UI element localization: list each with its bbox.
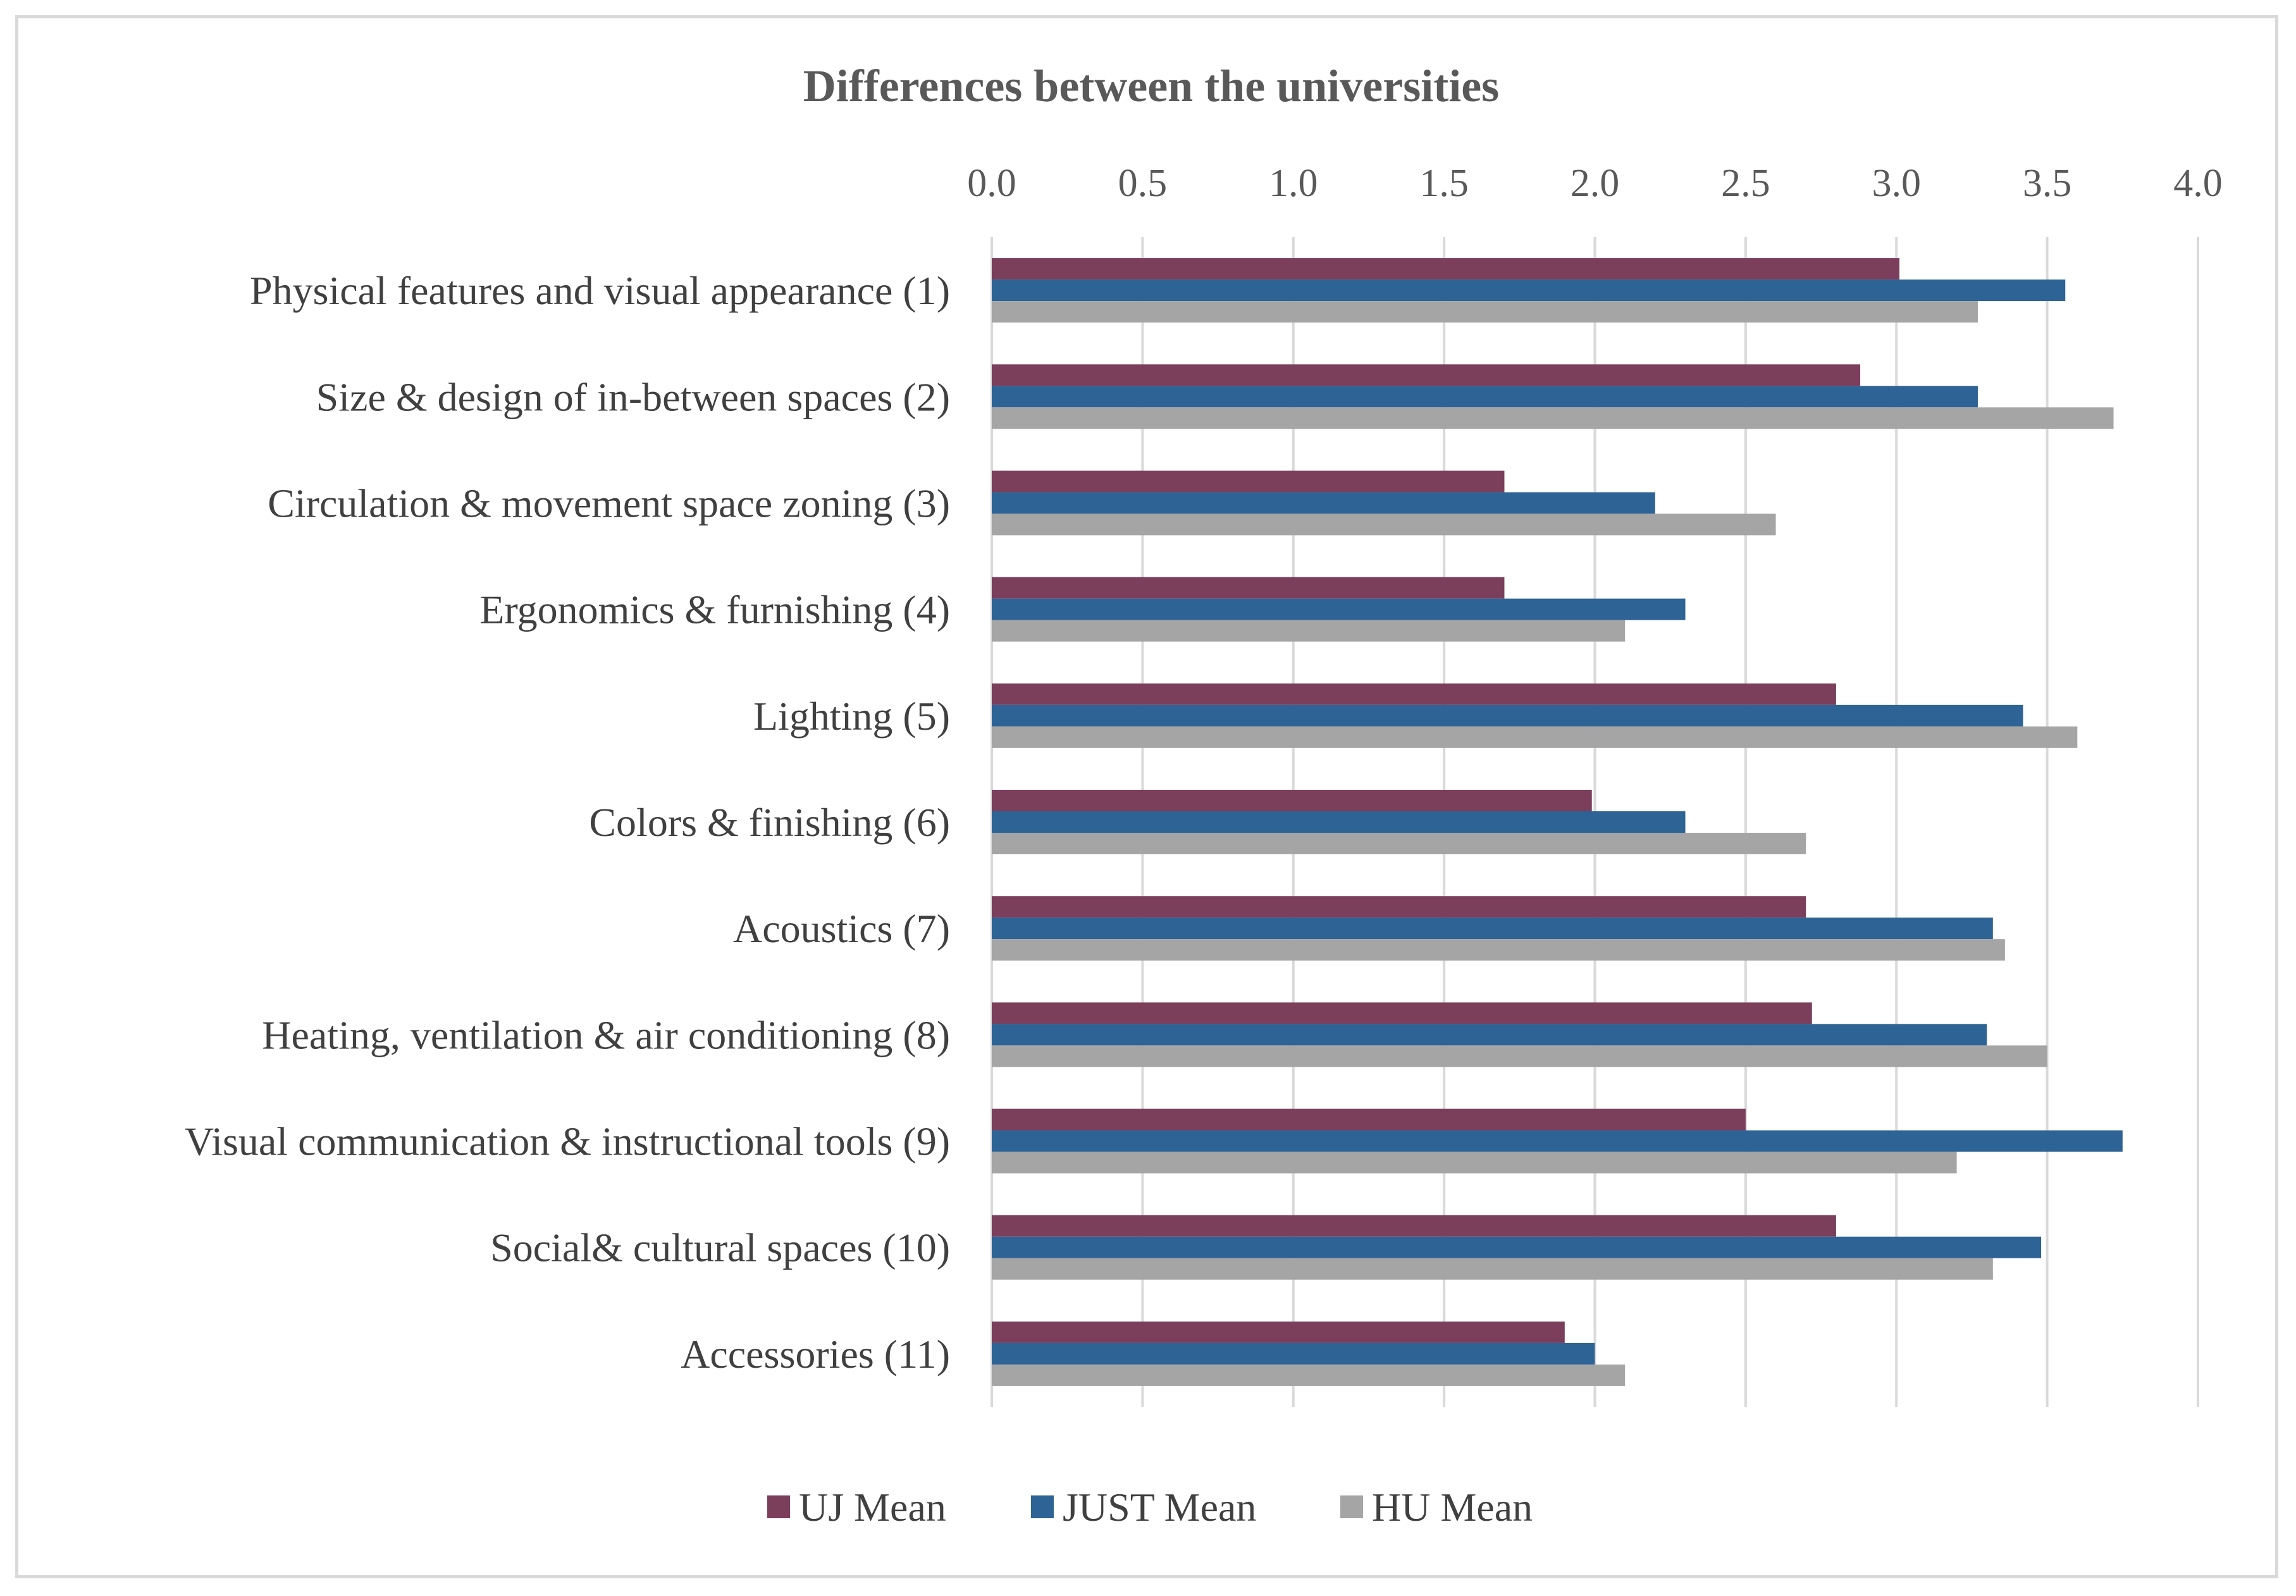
x-tick-label: 2.5 bbox=[1721, 162, 1770, 205]
bar-hu-mean bbox=[992, 1364, 1626, 1386]
bar-uj-mean bbox=[992, 1002, 1812, 1024]
bar-just-mean bbox=[992, 811, 1686, 833]
x-tick-label: 4.0 bbox=[2173, 162, 2223, 205]
bar-hu-mean bbox=[992, 301, 1978, 323]
category-label: Ergonomics & furnishing (4) bbox=[479, 587, 950, 632]
x-tick-label: 0.0 bbox=[967, 162, 1016, 205]
x-tick-label: 1.0 bbox=[1269, 162, 1318, 205]
legend-label: UJ Mean bbox=[799, 1485, 946, 1530]
bar-just-mean bbox=[992, 918, 1993, 940]
legend-label: JUST Mean bbox=[1063, 1485, 1256, 1530]
bar-hu-mean bbox=[992, 1258, 1993, 1280]
category-labels: Physical features and visual appearance … bbox=[185, 268, 950, 1377]
bar-just-mean bbox=[992, 598, 1686, 620]
bar-just-mean bbox=[992, 279, 2066, 302]
category-label: Lighting (5) bbox=[753, 694, 950, 739]
x-tick-label: 3.0 bbox=[1872, 162, 1922, 205]
category-label: Colors & finishing (6) bbox=[589, 800, 950, 845]
x-tick-label: 2.0 bbox=[1571, 162, 1620, 205]
bar-just-mean bbox=[992, 1024, 1987, 1046]
x-axis-ticks: 0.0 0.5 1.0 1.5 2.0 2.5 3.0 3.5 4.0 bbox=[967, 162, 2223, 205]
bar-just-mean bbox=[992, 1342, 1595, 1365]
category-label: Social& cultural spaces (10) bbox=[490, 1225, 950, 1270]
bar-hu-mean bbox=[992, 620, 1626, 642]
bar-just-mean bbox=[992, 1236, 2042, 1258]
bar-hu-mean bbox=[992, 1151, 1957, 1174]
bar-uj-mean bbox=[992, 896, 1806, 918]
bar-hu-mean bbox=[992, 833, 1806, 854]
legend-label: HU Mean bbox=[1372, 1485, 1533, 1530]
bar-uj-mean bbox=[992, 1215, 1836, 1237]
bar-uj-mean bbox=[992, 577, 1505, 599]
bar-hu-mean bbox=[992, 513, 1776, 536]
bar-uj-mean bbox=[992, 683, 1836, 705]
x-tick-label: 0.5 bbox=[1118, 162, 1168, 205]
bar-hu-mean bbox=[992, 407, 2114, 429]
category-label: Heating, ventilation & air conditioning … bbox=[262, 1012, 950, 1057]
category-label: Physical features and visual appearance … bbox=[250, 268, 950, 313]
category-label: Acoustics (7) bbox=[733, 906, 950, 951]
bar-uj-mean bbox=[992, 1321, 1565, 1343]
legend: UJ Mean JUST Mean HU Mean bbox=[767, 1485, 1533, 1530]
bar-hu-mean bbox=[992, 726, 2078, 748]
legend-swatch bbox=[1031, 1495, 1054, 1518]
bar-uj-mean bbox=[992, 470, 1505, 493]
bar-hu-mean bbox=[992, 1045, 2047, 1067]
category-label: Visual communication & instructional too… bbox=[185, 1119, 950, 1164]
bar-uj-mean bbox=[992, 364, 1861, 386]
category-label: Circulation & movement space zoning (3) bbox=[268, 481, 950, 525]
bar-just-mean bbox=[992, 492, 1655, 514]
x-tick-label: 1.5 bbox=[1419, 162, 1469, 205]
bar-just-mean bbox=[992, 386, 1978, 408]
bar-uj-mean bbox=[992, 790, 1592, 811]
bar-uj-mean bbox=[992, 1108, 1746, 1131]
chart-title: Differences between the universities bbox=[803, 61, 1499, 111]
bar-uj-mean bbox=[992, 258, 1900, 280]
x-tick-label: 3.5 bbox=[2023, 162, 2072, 205]
legend-swatch bbox=[1340, 1495, 1363, 1518]
legend-swatch bbox=[767, 1495, 790, 1518]
bar-hu-mean bbox=[992, 939, 2005, 961]
bar-just-mean bbox=[992, 704, 2023, 727]
category-label: Size & design of in-between spaces (2) bbox=[316, 374, 950, 419]
bar-just-mean bbox=[992, 1130, 2123, 1152]
bars bbox=[992, 258, 2123, 1386]
category-label: Accessories (11) bbox=[681, 1332, 950, 1377]
